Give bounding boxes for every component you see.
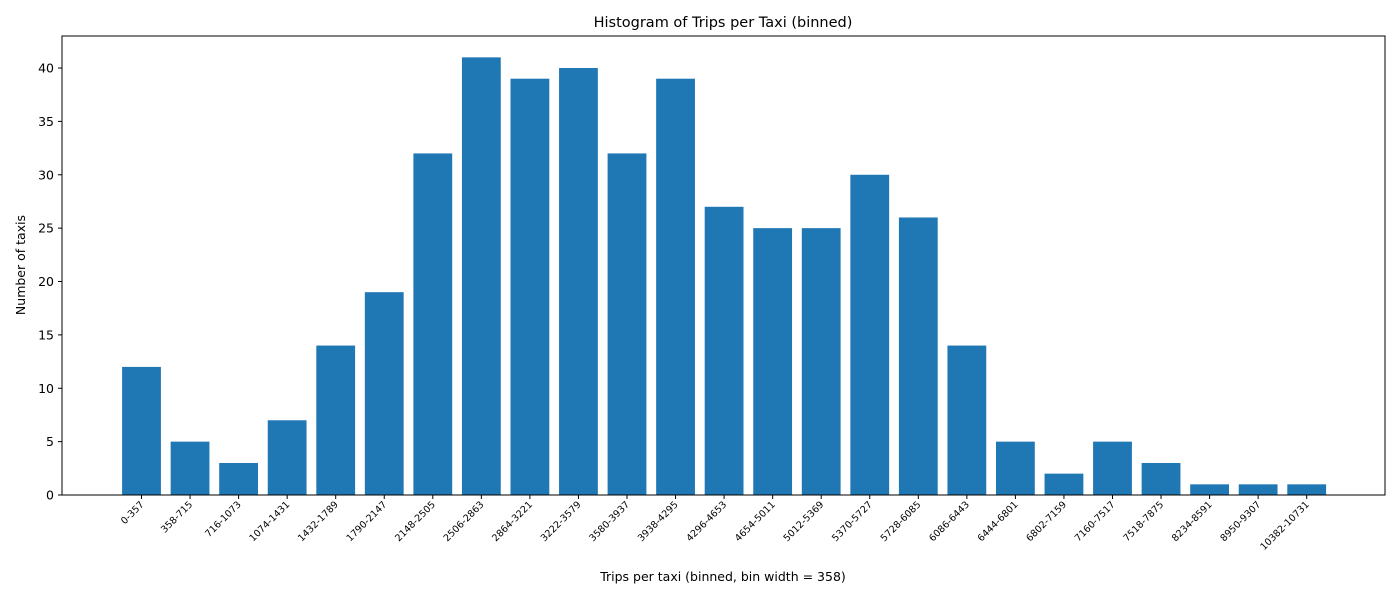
x-tick-label: 358-715 [159,499,195,535]
x-tick-label: 2506-2863 [442,499,487,544]
x-tick-label: 7160-7517 [1073,499,1118,544]
chart-title: Histogram of Trips per Taxi (binned) [594,15,853,31]
bars-group [122,57,1327,496]
bar-5728-6085 [898,217,938,495]
y-tick-label: 25 [38,221,54,236]
bar-7518-7875 [1141,462,1181,495]
x-tick-label: 5370-5727 [830,499,875,544]
y-tick-label: 0 [46,488,54,503]
bar-5012-5369 [801,228,841,495]
bar-3580-3937 [607,153,647,496]
x-tick-label: 3938-4295 [636,499,681,544]
y-tick-label: 15 [38,327,54,342]
y-tick-label: 35 [38,114,54,129]
x-tick-label: 4296-4653 [684,499,729,544]
x-tick-label: 1790-2147 [345,499,390,544]
bar-2864-3221 [510,78,550,495]
x-tick-label: 1432-1789 [296,499,341,544]
x-tick-label: 5012-5369 [782,499,827,544]
x-tick-label: 3580-3937 [587,499,632,544]
x-tick-label: 2148-2505 [393,499,438,544]
bar-1074-1431 [267,420,307,495]
x-tick-label: 10382-10731 [1258,499,1311,552]
bar-6802-7159 [1044,473,1084,495]
bar-3222-3579 [559,68,598,496]
bar-6086-6443 [947,345,987,495]
x-tick-label: 3222-3579 [539,499,584,544]
x-tick-label: 4654-5011 [733,499,778,544]
bar-358-715 [170,441,210,495]
x-tick-label: 7518-7875 [1121,499,1166,544]
x-axis-ticks: 0-357 358-715 716-1073 1074-1431 1432-1789 17… [119,495,1312,553]
plot-frame [61,35,1386,496]
bar-8950-9307 [1238,484,1278,495]
x-tick-label: 2864-3221 [490,499,535,544]
x-tick-label: 8234-8591 [1170,499,1215,544]
y-tick-label: 5 [46,434,54,449]
bar-6444-6801 [996,441,1035,495]
bar-8234-8591 [1190,484,1229,495]
bar-3938-4295 [656,78,695,495]
bar-2506-2863 [461,57,501,495]
y-axis-ticks: 0 5 10 15 20 25 30 35 40 [38,61,62,503]
bar-1790-2147 [364,292,404,495]
bar-0-357 [122,366,161,495]
x-tick-label: 6086-6443 [927,499,972,544]
bar-4654-5011 [753,228,793,495]
bar-5370-5727 [850,174,890,495]
x-tick-label: 716-1073 [203,499,243,539]
x-tick-label: 6444-6801 [976,499,1021,544]
y-tick-label: 10 [38,381,54,396]
bar-10382-10731 [1287,484,1327,495]
x-tick-label: 0-357 [119,499,146,526]
x-axis-label: Trips per taxi (binned, bin width = 358) [599,569,846,584]
y-axis-label: Number of taxis [13,215,28,315]
x-tick-label: 6802-7159 [1024,499,1069,544]
y-tick-label: 40 [38,61,54,76]
bar-2148-2505 [413,153,453,496]
bar-7160-7517 [1093,441,1132,495]
y-tick-label: 20 [38,274,54,289]
x-tick-label: 8950-9307 [1219,499,1264,544]
x-tick-label: 5728-6085 [879,499,924,544]
bar-716-1073 [219,462,258,495]
bar-1432-1789 [316,345,356,495]
x-tick-label: 1074-1431 [248,499,293,544]
y-tick-label: 30 [38,167,54,182]
bar-4296-4653 [704,206,744,496]
